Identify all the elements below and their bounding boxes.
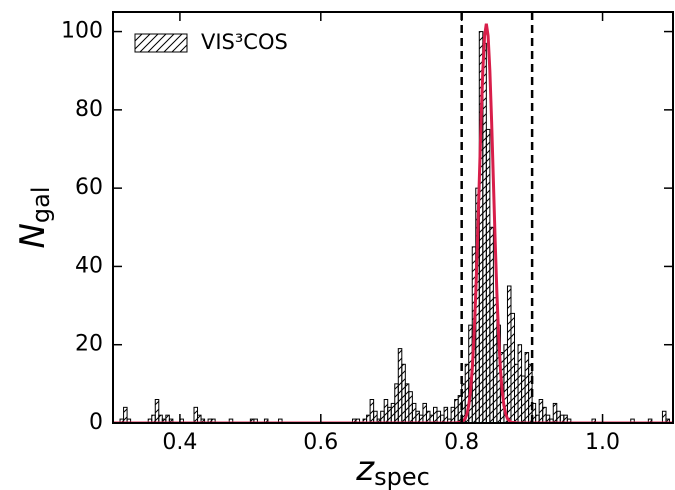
- histogram-bar: [454, 399, 459, 423]
- histogram-bar: [433, 406, 438, 423]
- histogram-bar: [355, 418, 361, 423]
- histogram-bar: [443, 406, 449, 423]
- histogram-bar: [450, 406, 456, 423]
- y-axis-label-main: N: [13, 223, 53, 248]
- histogram-bar: [506, 285, 512, 423]
- histogram-bar: [394, 383, 399, 423]
- histogram-bar: [538, 399, 544, 423]
- histogram-bar: [401, 363, 406, 423]
- y-tick-label: 60: [75, 175, 103, 200]
- histogram-bar: [415, 410, 420, 423]
- histogram-bar: [228, 418, 234, 423]
- y-axis-label: Ngal: [13, 186, 56, 248]
- histogram-bar: [647, 418, 653, 423]
- x-tick-label: 0.8: [444, 430, 479, 455]
- histogram-bar: [482, 42, 487, 423]
- histogram-bar: [263, 418, 269, 423]
- histogram-bar: [436, 410, 442, 423]
- y-tick-label: 20: [75, 332, 103, 357]
- x-axis-label-sub: spec: [374, 463, 430, 490]
- histogram-bar: [383, 399, 389, 423]
- histogram-bar: [397, 348, 403, 423]
- histogram-bar: [408, 391, 413, 423]
- histogram-bar: [510, 312, 516, 423]
- histogram-bar: [566, 418, 572, 423]
- histogram-bar: [489, 226, 494, 423]
- histogram-bar: [514, 363, 519, 423]
- histogram-bar: [193, 406, 199, 423]
- histogram-bar: [524, 352, 530, 423]
- histogram-bar: [253, 418, 258, 423]
- histogram-bar: [390, 402, 396, 423]
- x-tick-label: 1.0: [585, 430, 620, 455]
- histogram-bar: [591, 418, 597, 423]
- histogram-bar: [556, 410, 561, 423]
- histogram-bar: [521, 375, 526, 423]
- histogram-bar: [387, 406, 392, 423]
- x-axis-label: zspec: [355, 449, 430, 490]
- y-tick-label: 80: [75, 97, 103, 122]
- histogram-bar: [126, 418, 132, 423]
- histogram-bar: [485, 128, 491, 423]
- histogram-bar: [661, 410, 667, 423]
- histogram-bar: [630, 418, 635, 423]
- histogram-bar: [425, 410, 431, 423]
- histogram-bar: [404, 383, 410, 423]
- histogram-bar: [422, 402, 427, 423]
- histogram-bar: [552, 402, 558, 423]
- axes: 0.4 0.6 0.8 1.0 0 20 40 60 80 100 zspec Ngal VIS³COS: [13, 11, 674, 490]
- histogram-bar: [411, 402, 417, 423]
- y-tick-label: 0: [89, 410, 103, 435]
- plot-area: [113, 12, 673, 423]
- x-axis-label-main: z: [355, 449, 375, 489]
- x-tick-label: 0.4: [162, 430, 197, 455]
- histogram-bar: [373, 410, 378, 423]
- histogram-bar: [380, 410, 385, 423]
- plot-frame: [112, 11, 674, 424]
- histogram-bar: [123, 406, 128, 423]
- histogram-bar: [278, 418, 283, 423]
- histogram-bar: [369, 399, 375, 423]
- y-tick-label: 40: [75, 253, 103, 278]
- histogram-bar: [211, 418, 216, 423]
- histogram-bar: [154, 399, 160, 423]
- y-tick-label: 100: [61, 19, 103, 44]
- x-tick-label: 0.6: [303, 430, 338, 455]
- histogram-bar: [517, 344, 523, 423]
- y-axis-label-sub: gal: [27, 186, 55, 223]
- histogram-bar: [200, 418, 206, 423]
- histogram-bar: [168, 418, 174, 423]
- legend-swatch: [134, 33, 188, 53]
- legend-label: VIS³COS: [201, 30, 288, 54]
- histogram-bar: [542, 406, 547, 423]
- histogram-bar: [665, 418, 670, 423]
- fit-line: [113, 23, 673, 423]
